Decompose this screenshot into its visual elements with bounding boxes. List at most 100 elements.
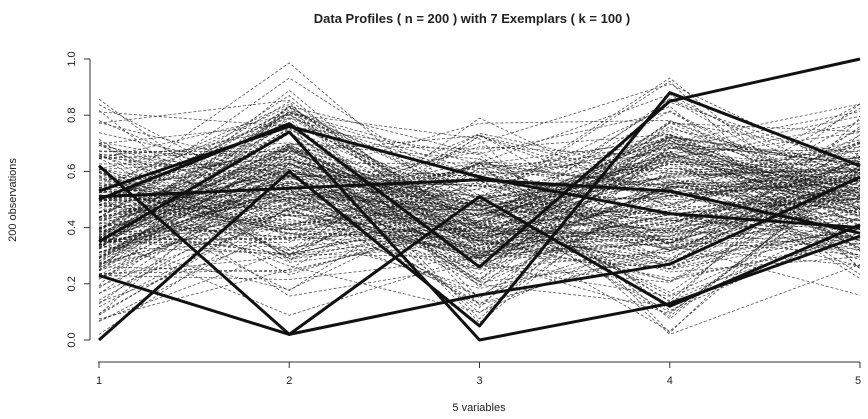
- profile-line: [98, 134, 861, 259]
- profile-line: [98, 121, 861, 309]
- exemplar-line: [98, 130, 861, 342]
- exemplar-line: [98, 124, 861, 230]
- profile-line: [98, 170, 861, 276]
- profile-line: [98, 139, 861, 251]
- profile-line: [98, 173, 861, 218]
- profile-line: [98, 168, 861, 264]
- profile-line: [98, 101, 861, 306]
- y-tick-label: 0.4: [66, 220, 78, 235]
- exemplar-line: [98, 175, 861, 336]
- profile-line: [98, 124, 861, 320]
- profile-line: [98, 77, 861, 222]
- profile-line: [98, 157, 861, 265]
- profile-line: [98, 113, 861, 332]
- profile-line: [98, 122, 861, 262]
- chart-title: Data Profiles ( n = 200 ) with 7 Exempla…: [314, 11, 630, 26]
- x-tick-label: 3: [476, 375, 482, 387]
- y-tick-label: 0.0: [66, 332, 78, 347]
- profile-line: [98, 109, 861, 209]
- profile-line: [98, 150, 861, 267]
- profile-line: [98, 172, 861, 303]
- profile-line: [98, 142, 861, 240]
- exemplar-line: [98, 178, 861, 235]
- profile-line: [98, 143, 861, 305]
- profile-line: [98, 135, 861, 234]
- profile-line: [98, 119, 861, 235]
- profile-line: [98, 157, 861, 273]
- profile-line: [98, 139, 861, 242]
- profile-line: [98, 194, 861, 316]
- profile-line: [98, 143, 861, 226]
- y-tick-label: 0.6: [66, 164, 78, 179]
- profile-line: [98, 83, 861, 287]
- profile-line: [98, 177, 861, 269]
- profile-line: [98, 167, 861, 292]
- profile-line: [98, 148, 861, 247]
- x-tick-label: 1: [96, 375, 102, 387]
- profile-line: [98, 190, 861, 304]
- profile-line: [98, 122, 861, 247]
- profile-line: [98, 113, 861, 334]
- profile-line: [98, 136, 861, 242]
- profile-line: [98, 146, 861, 314]
- y-tick-label: 0.2: [66, 276, 78, 291]
- profile-line: [98, 122, 861, 215]
- exemplar-line: [98, 164, 861, 336]
- profile-line: [98, 128, 861, 262]
- profile-line: [98, 207, 861, 308]
- profile-line: [98, 188, 861, 335]
- profile-line: [98, 168, 861, 269]
- profile-line: [98, 99, 861, 259]
- profile-line: [98, 103, 861, 251]
- y-axis-ticks: 0.0 0.2 0.4 0.6 0.8 1.0: [66, 51, 90, 348]
- profile-line: [98, 181, 861, 238]
- y-tick-label: 1.0: [66, 51, 78, 66]
- profile-line: [98, 152, 861, 257]
- profile-line: [98, 163, 861, 313]
- y-axis-label: 200 observations: [7, 158, 19, 242]
- profile-line: [98, 134, 861, 316]
- profile-line: [98, 94, 861, 227]
- x-tick-label: 5: [855, 375, 861, 387]
- profile-line: [98, 161, 861, 249]
- profile-line: [98, 147, 861, 286]
- profile-line: [98, 124, 861, 254]
- profile-line: [98, 105, 861, 286]
- profile-line: [98, 156, 861, 255]
- profile-line: [98, 155, 861, 256]
- profile-line: [98, 178, 861, 260]
- x-tick-label: 4: [667, 375, 673, 387]
- profile-line: [98, 142, 861, 251]
- y-tick-label: 0.8: [66, 108, 78, 123]
- profile-line: [98, 172, 861, 250]
- profile-line: [98, 153, 861, 261]
- profile-line: [98, 106, 861, 299]
- profile-line: [98, 190, 861, 258]
- profile-line: [98, 144, 861, 225]
- profile-line: [98, 128, 861, 233]
- profile-line: [98, 149, 861, 279]
- profile-line: [98, 105, 861, 271]
- profile-line: [98, 98, 861, 242]
- profile-line: [98, 126, 861, 235]
- profile-line: [98, 138, 861, 260]
- profile-line: [98, 123, 861, 293]
- profile-line: [98, 145, 861, 252]
- profile-line: [98, 142, 861, 188]
- profile-line: [98, 141, 861, 231]
- x-axis-label: 5 variables: [452, 402, 506, 414]
- profile-line: [98, 144, 861, 212]
- profile-line: [98, 132, 861, 275]
- profile-line: [98, 163, 861, 233]
- x-axis-ticks: 1 2 3 4 5: [96, 362, 861, 387]
- profile-line: [98, 190, 861, 247]
- profile-line: [98, 168, 861, 279]
- profile-line: [98, 105, 861, 295]
- profile-line: [98, 107, 861, 219]
- profile-line: [98, 111, 861, 256]
- profile-line: [98, 77, 861, 239]
- profile-line: [98, 132, 861, 243]
- profile-line: [98, 158, 861, 320]
- x-tick-label: 2: [286, 375, 292, 387]
